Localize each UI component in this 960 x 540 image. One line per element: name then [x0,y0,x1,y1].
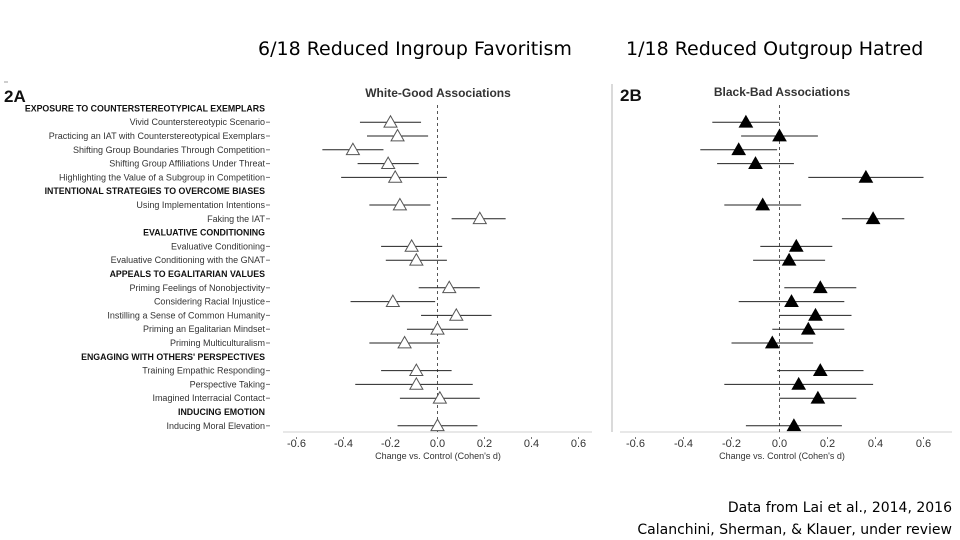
effect-marker-b [772,128,787,142]
a-tick-label: 0.4 [524,438,539,450]
category-header: APPEALS TO EGALITARIAN VALUES [110,269,266,279]
row-label: Highlighting the Value of a Subgroup in … [59,172,265,182]
category-header: INTENTIONAL STRATEGIES TO OVERCOME BIASE… [45,186,266,196]
b-tick-label: -0.4 [674,438,693,450]
row-label: Using Implementation Intentions [136,200,265,210]
row-label: Shifting Group Boundaries Through Compet… [73,145,265,155]
a-tick-label: -0.2 [381,438,400,450]
effect-marker-a [345,142,361,156]
effect-marker-b [731,142,747,156]
a-tick-label: -0.4 [334,438,353,450]
row-label: Priming an Egalitarian Mindset [143,324,266,334]
effect-marker-b [791,376,807,390]
effect-marker-a [383,114,398,128]
effect-marker-b [738,114,754,128]
category-header: INDUCING EMOTION [178,407,265,417]
effect-marker-b [748,156,763,169]
effect-marker-a [387,169,403,183]
a-tick-label: 0.2 [477,438,492,450]
effect-marker-a [397,335,412,349]
effect-marker-b [810,390,826,404]
row-label: Inducing Moral Elevation [166,421,265,431]
b-tick-label: 0.6 [916,438,931,450]
row-label: Evaluative Conditioning with the GNAT [111,255,266,265]
row-label: Instilling a Sense of Common Humanity [107,310,265,320]
effect-marker-a [404,238,420,252]
a-tick-label: 0.6 [571,438,586,450]
effect-marker-b [858,169,874,183]
effect-marker-b [808,307,823,321]
effect-marker-a [430,321,445,335]
b-tick-label: -0.2 [722,438,741,450]
panel-label-2a: 2A [4,87,26,106]
data-source-credit: Data from Lai et al., 2014, 2016 [727,500,952,516]
panel-label-2b: 2B [620,86,642,105]
effect-marker-b [764,335,780,349]
effect-marker-b [755,197,771,211]
heading-outgroup-hatred: 1/18 Reduced Outgroup Hatred [626,38,924,60]
row-label: Considering Racial Injustice [154,297,265,307]
row-label: Evaluative Conditioning [171,241,265,251]
b-tick-label: -0.6 [626,438,645,450]
effect-marker-b [865,211,881,225]
effect-marker-a [448,307,464,321]
review-credit: Calanchini, Sherman, & Klauer, under rev… [637,522,952,538]
a-tick-label: 0.0 [430,438,445,450]
row-label: Training Empathic Responding [142,366,265,376]
a-tick-label: -0.6 [287,438,306,450]
panel-2a: 2A White-Good Associations EXPOSURE TO C… [4,81,592,461]
effect-marker-a [408,252,424,266]
category-header: EXPOSURE TO COUNTERSTEREOTYPICAL EXEMPLA… [25,103,265,113]
panel-2b: 2B Black-Bad Associations -0.6 -0.4 -0.2 0.… [611,84,952,461]
effect-marker-b [781,252,797,266]
effect-marker-b [788,238,804,252]
category-header: ENGAGING WITH OTHERS' PERSPECTIVES [81,352,265,362]
row-label: Imagined Interracial Contact [152,393,265,403]
category-header: EVALUATIVE CONDITIONING [143,228,265,238]
effect-marker-a [390,128,405,142]
effect-marker-a [380,156,396,169]
effect-marker-b [800,321,816,335]
b-tick-label: 0.4 [868,438,883,450]
effect-marker-a [430,418,445,432]
effect-marker-a [441,280,457,294]
x-axis-label-a: Change vs. Control (Cohen's d) [375,451,501,461]
effect-marker-b [784,294,799,307]
effect-marker-a [408,376,424,390]
x-axis-label-b: Change vs. Control (Cohen's d) [719,451,845,461]
effect-marker-a [408,363,424,376]
heading-ingroup-favoritism: 6/18 Reduced Ingroup Favoritism [258,38,572,60]
row-label: Priming Feelings of Nonobjectivity [129,283,265,293]
panel-title-white-good: White-Good Associations [365,86,511,100]
effect-marker-a [432,390,448,404]
row-label: Faking the IAT [207,214,265,224]
row-label: Vivid Counterstereotypic Scenario [130,117,265,127]
row-label: Perspective Taking [190,379,265,389]
b-tick-label: 0.0 [772,438,787,450]
effect-marker-b [812,280,828,294]
effect-marker-b [786,418,802,432]
effect-marker-b [812,363,828,376]
b-tick-label: 0.2 [820,438,835,450]
row-label: Practicing an IAT with Counterstereotypi… [49,131,266,141]
row-label: Priming Multiculturalism [170,338,265,348]
effect-marker-a [472,211,488,225]
row-label: Shifting Group Affiliations Under Threat [109,159,265,169]
effect-marker-a [385,294,401,307]
panel-title-black-bad: Black-Bad Associations [714,85,851,99]
effect-marker-a [392,197,408,211]
